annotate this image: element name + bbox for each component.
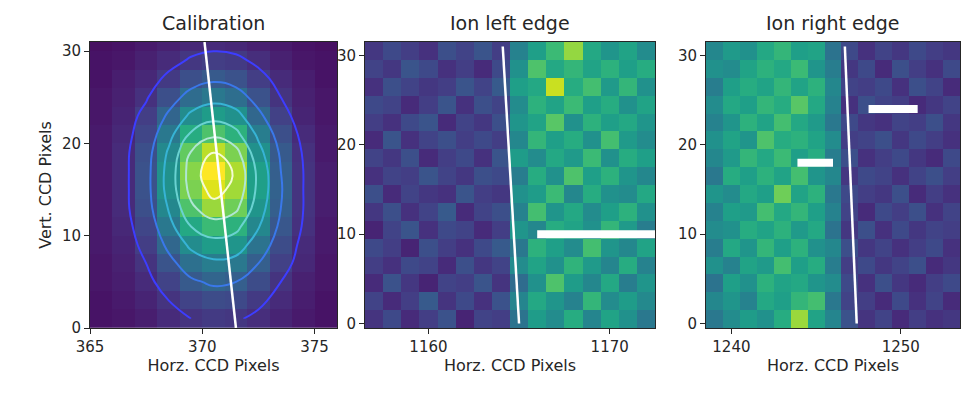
svg-text:Horz. CCD Pixels: Horz. CCD Pixels — [444, 356, 576, 375]
svg-text:0: 0 — [687, 315, 697, 333]
svg-text:0: 0 — [71, 319, 81, 337]
svg-text:Horz. CCD Pixels: Horz. CCD Pixels — [767, 356, 899, 375]
svg-text:1250: 1250 — [882, 338, 920, 356]
svg-text:Vert. CCD Pixels: Vert. CCD Pixels — [36, 121, 55, 249]
svg-text:30: 30 — [337, 47, 356, 65]
svg-text:Calibration: Calibration — [162, 12, 265, 34]
svg-text:30: 30 — [62, 42, 81, 60]
svg-text:10: 10 — [337, 225, 356, 243]
svg-text:1240: 1240 — [712, 338, 750, 356]
svg-text:20: 20 — [678, 136, 697, 154]
svg-text:Horz. CCD Pixels: Horz. CCD Pixels — [147, 356, 279, 375]
svg-text:370: 370 — [188, 338, 217, 356]
svg-text:1170: 1170 — [591, 338, 629, 356]
svg-text:Ion right edge: Ion right edge — [766, 12, 900, 34]
svg-text:10: 10 — [62, 227, 81, 245]
svg-text:Ion left edge: Ion left edge — [450, 12, 570, 34]
svg-text:30: 30 — [678, 47, 697, 65]
svg-text:20: 20 — [62, 135, 81, 153]
svg-text:365: 365 — [76, 338, 105, 356]
svg-text:10: 10 — [678, 225, 697, 243]
svg-text:375: 375 — [300, 338, 329, 356]
svg-text:1160: 1160 — [409, 338, 447, 356]
svg-text:20: 20 — [337, 136, 356, 154]
svg-text:0: 0 — [346, 315, 356, 333]
